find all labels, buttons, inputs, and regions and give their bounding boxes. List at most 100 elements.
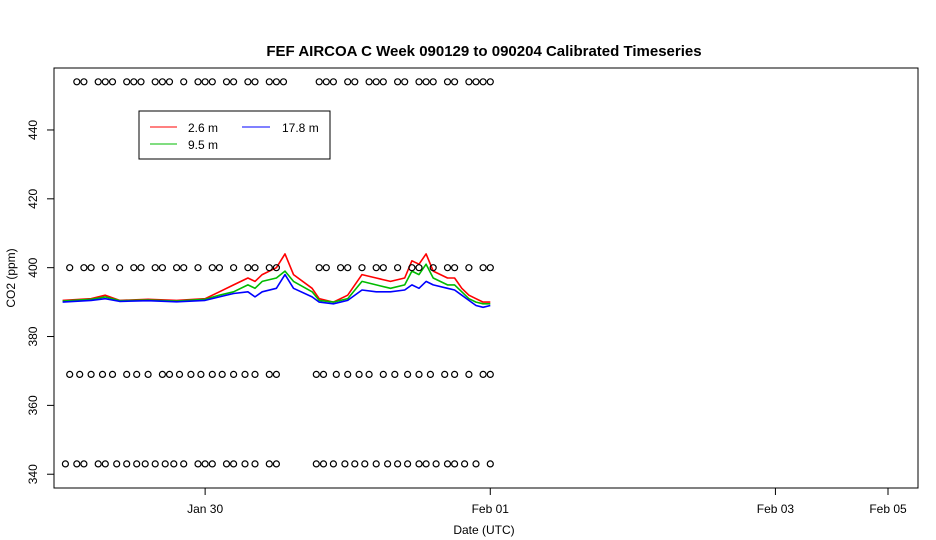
flag-marker	[441, 370, 449, 378]
flag-marker	[201, 78, 209, 86]
flag-marker	[422, 460, 430, 468]
flag-marker	[429, 78, 437, 86]
flag-marker	[61, 460, 70, 468]
flag-marker	[372, 460, 380, 468]
flag-marker	[108, 78, 117, 86]
flag-marker	[332, 370, 340, 378]
flag-marker	[355, 370, 363, 378]
flag-marker	[465, 264, 473, 272]
flag-marker	[251, 78, 259, 86]
flag-marker	[329, 460, 337, 468]
flag-marker	[404, 370, 412, 378]
flag-marker	[272, 264, 280, 272]
flag-marker	[272, 460, 280, 468]
flag-marker	[315, 264, 323, 272]
flag-marker	[251, 264, 259, 272]
flag-marker	[180, 264, 188, 272]
flag-marker	[341, 460, 349, 468]
series-line-9-5-m	[62, 263, 491, 305]
flag-marker	[486, 78, 494, 86]
flag-marker	[175, 370, 184, 378]
flag-marker	[251, 370, 259, 378]
x-tick-label: Feb 01	[472, 502, 510, 516]
flag-marker	[101, 78, 109, 86]
legend-label-9-5m: 9.5 m	[188, 138, 218, 152]
flag-marker	[180, 78, 188, 86]
flag-marker	[312, 460, 320, 468]
flag-marker	[170, 460, 178, 468]
flag-marker	[80, 78, 88, 86]
series-layer	[62, 253, 491, 309]
flag-marker	[73, 78, 81, 86]
flag-marker	[165, 78, 174, 86]
flag-marker	[194, 460, 202, 468]
flag-marker	[465, 370, 473, 378]
flag-marker	[87, 370, 95, 378]
flag-marker	[344, 370, 352, 378]
flag-marker	[80, 460, 88, 468]
flag-marker	[161, 460, 169, 468]
flag-marker	[479, 264, 487, 272]
flag-marker	[479, 370, 487, 378]
flag-marker	[422, 78, 430, 86]
flag-marker	[194, 78, 202, 86]
flag-marker	[241, 370, 249, 378]
flag-marker	[141, 460, 149, 468]
x-tick-label: Jan 30	[187, 502, 223, 516]
flag-marker	[137, 78, 145, 86]
flag-marker	[415, 460, 423, 468]
flag-marker	[94, 460, 102, 468]
flag-marker	[372, 264, 380, 272]
flag-marker	[123, 370, 131, 378]
legend-label-2-6m: 2.6 m	[188, 121, 218, 135]
flag-marker	[158, 370, 166, 378]
flag-marker	[337, 264, 345, 272]
flag-marker	[472, 78, 480, 86]
flag-marker	[130, 78, 138, 86]
series-line-17-8-m	[62, 273, 491, 309]
flag-marker	[230, 78, 238, 86]
flag-marker	[486, 370, 494, 378]
x-tick-label: Feb 05	[869, 502, 907, 516]
flag-marker	[322, 264, 330, 272]
flag-marker	[76, 370, 84, 378]
flag-marker	[101, 460, 109, 468]
flag-marker	[151, 264, 159, 272]
flag-marker	[201, 460, 209, 468]
y-axis: 340 360 380 400 420 440	[26, 120, 54, 484]
flag-marker	[158, 264, 166, 272]
flag-marker	[319, 460, 328, 468]
flag-marker	[113, 460, 121, 468]
flag-marker	[208, 460, 216, 468]
flag-marker	[66, 264, 74, 272]
flag-marker	[315, 78, 323, 86]
y-tick-label: 360	[26, 395, 40, 415]
flag-marker	[241, 460, 249, 468]
flag-marker	[312, 370, 320, 378]
flag-marker	[379, 78, 387, 86]
flag-marker	[465, 78, 473, 86]
flag-marker	[415, 370, 423, 378]
flag-marker	[265, 264, 273, 272]
flag-marker	[351, 460, 359, 468]
flag-marker	[98, 370, 107, 378]
flag-marker	[265, 370, 273, 378]
y-tick-label: 380	[26, 326, 40, 346]
flag-marker	[222, 460, 231, 468]
flag-marker	[365, 78, 373, 86]
flag-marker	[443, 460, 452, 468]
flag-marker	[208, 370, 216, 378]
flag-marker	[137, 264, 145, 272]
flag-marker	[165, 370, 174, 378]
flag-marker	[144, 370, 152, 378]
flag-marker	[426, 370, 434, 378]
flag-marker	[230, 460, 238, 468]
flag-marker	[401, 78, 409, 86]
flag-marker	[123, 78, 131, 86]
legend-box	[138, 110, 331, 160]
flag-marker	[73, 460, 81, 468]
flag-marker	[358, 264, 366, 272]
flag-marker	[187, 370, 195, 378]
y-tick-label: 420	[26, 188, 40, 208]
flag-marker	[265, 460, 273, 468]
